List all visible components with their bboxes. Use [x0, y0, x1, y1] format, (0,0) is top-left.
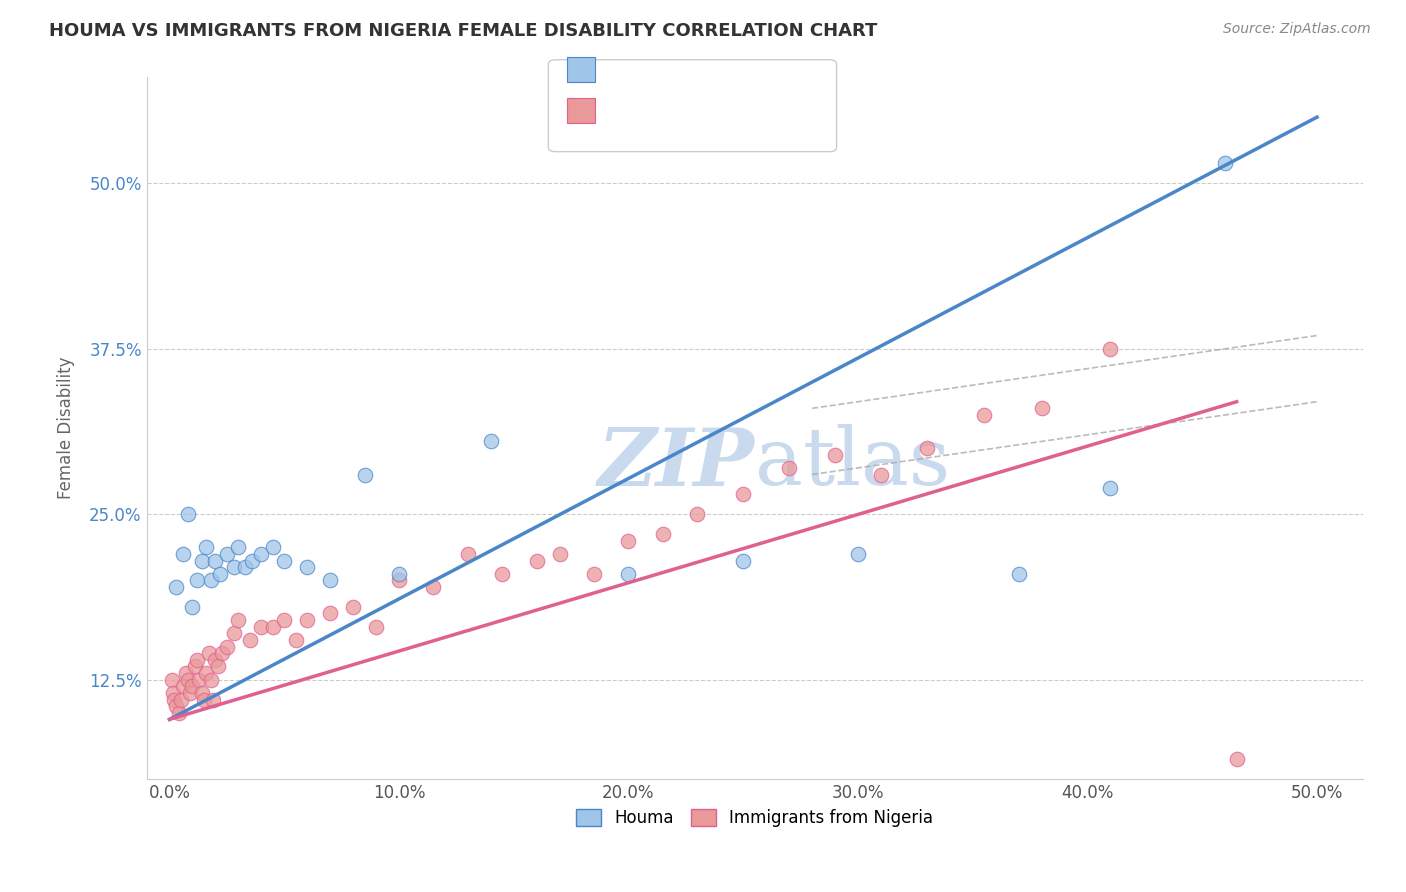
Point — [186, 653, 208, 667]
Point — [973, 408, 995, 422]
Point — [1226, 752, 1249, 766]
Point — [190, 686, 212, 700]
Point — [197, 646, 219, 660]
Point — [172, 679, 194, 693]
Point — [1031, 401, 1053, 416]
Point — [1099, 342, 1122, 356]
Point — [193, 692, 215, 706]
Point — [239, 632, 262, 647]
Point — [240, 553, 263, 567]
Point — [204, 553, 226, 567]
Point — [186, 574, 208, 588]
Point — [208, 566, 231, 581]
Point — [686, 507, 709, 521]
Point — [479, 434, 502, 449]
Point — [233, 560, 256, 574]
Point — [228, 613, 250, 627]
Point — [222, 626, 245, 640]
Point — [651, 527, 673, 541]
Point — [364, 620, 387, 634]
Text: R = 0.902: R = 0.902 — [605, 62, 695, 80]
Point — [200, 574, 222, 588]
Point — [617, 566, 640, 581]
Point — [422, 580, 444, 594]
Point — [295, 613, 318, 627]
Point — [353, 467, 375, 482]
Point — [215, 547, 238, 561]
Point — [160, 673, 183, 687]
Point — [163, 692, 186, 706]
Point — [200, 673, 222, 687]
Point — [388, 566, 411, 581]
Text: HOUMA VS IMMIGRANTS FROM NIGERIA FEMALE DISABILITY CORRELATION CHART: HOUMA VS IMMIGRANTS FROM NIGERIA FEMALE … — [49, 22, 877, 40]
Point — [202, 692, 225, 706]
Point — [342, 599, 364, 614]
Point — [319, 607, 342, 621]
Point — [583, 566, 606, 581]
Point — [273, 553, 295, 567]
Text: atlas: atlas — [755, 425, 950, 502]
Point — [181, 679, 204, 693]
Point — [526, 553, 548, 567]
Point — [262, 541, 284, 555]
Point — [617, 533, 640, 548]
Point — [184, 659, 207, 673]
Point — [228, 541, 250, 555]
Text: ZIP: ZIP — [598, 425, 755, 502]
Point — [915, 441, 938, 455]
Point — [733, 487, 755, 501]
Point — [174, 666, 197, 681]
Point — [319, 574, 342, 588]
Point — [167, 706, 190, 720]
Point — [215, 640, 238, 654]
Point — [284, 632, 307, 647]
Point — [188, 673, 211, 687]
Point — [250, 620, 273, 634]
Point — [204, 653, 226, 667]
Point — [195, 541, 218, 555]
Point — [824, 448, 846, 462]
Point — [846, 547, 869, 561]
Point — [262, 620, 284, 634]
Point — [295, 560, 318, 574]
Point — [165, 699, 187, 714]
Point — [162, 686, 184, 700]
Point — [733, 553, 755, 567]
Point — [222, 560, 245, 574]
Text: N = 29: N = 29 — [724, 62, 787, 80]
Point — [211, 646, 233, 660]
Text: Source: ZipAtlas.com: Source: ZipAtlas.com — [1223, 22, 1371, 37]
Point — [548, 547, 571, 561]
Point — [207, 659, 229, 673]
Point — [177, 673, 200, 687]
Point — [165, 580, 187, 594]
Text: R = 0.523: R = 0.523 — [605, 103, 695, 121]
Point — [1213, 156, 1236, 170]
Point — [195, 666, 218, 681]
Point — [250, 547, 273, 561]
Point — [177, 507, 200, 521]
Point — [778, 461, 800, 475]
Point — [170, 692, 193, 706]
Point — [181, 599, 204, 614]
Point — [179, 686, 201, 700]
Point — [190, 553, 212, 567]
Point — [870, 467, 893, 482]
Y-axis label: Female Disability: Female Disability — [58, 357, 75, 500]
Legend: Houma, Immigrants from Nigeria: Houma, Immigrants from Nigeria — [569, 802, 939, 834]
Point — [172, 547, 194, 561]
Point — [273, 613, 295, 627]
Point — [457, 547, 479, 561]
Point — [491, 566, 513, 581]
Text: N = 54: N = 54 — [724, 103, 787, 121]
Point — [1007, 566, 1029, 581]
Point — [388, 574, 411, 588]
Point — [1099, 481, 1122, 495]
